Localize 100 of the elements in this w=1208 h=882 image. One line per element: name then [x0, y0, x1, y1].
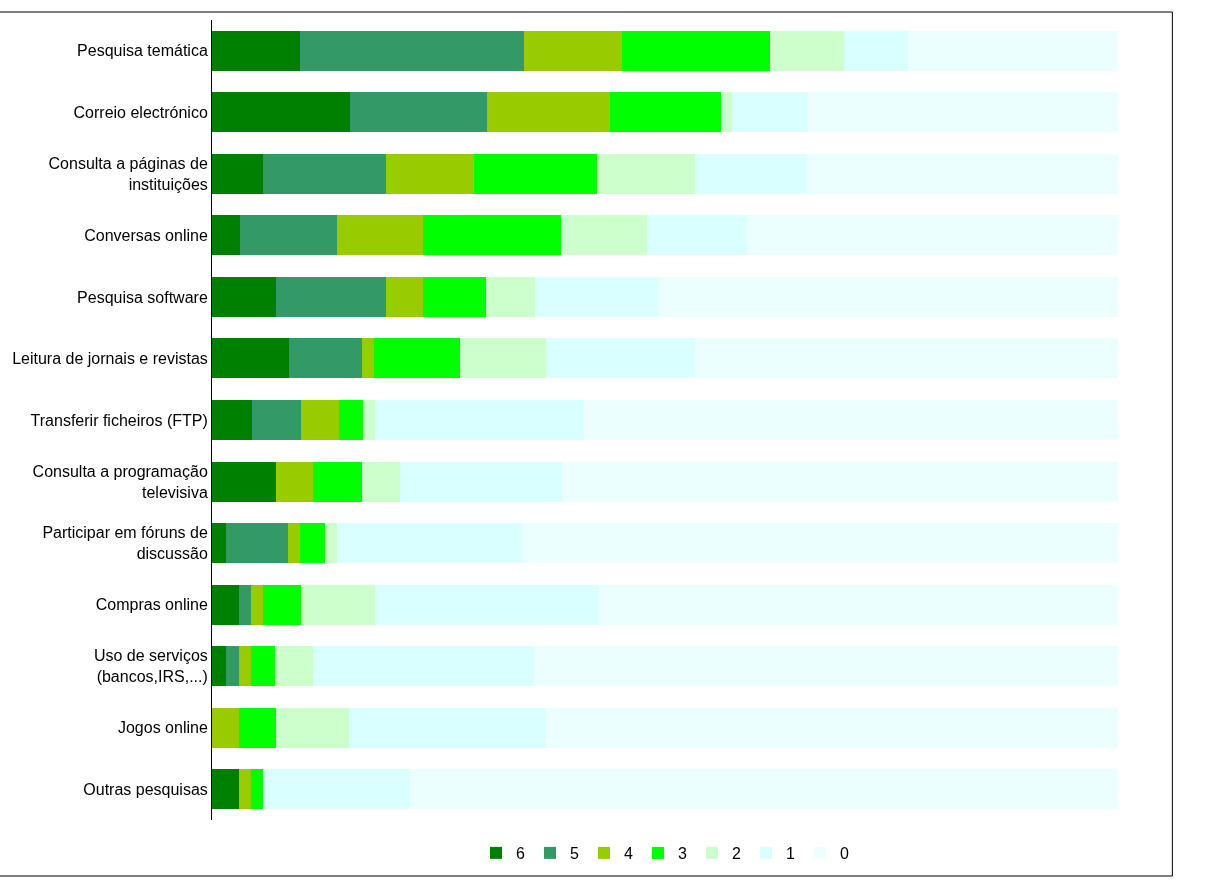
bar: [250, 646, 276, 687]
bar: [533, 646, 1118, 687]
bar: [299, 30, 524, 71]
bar: [473, 153, 598, 194]
bar: [844, 30, 908, 71]
bar: [363, 400, 376, 440]
legend-label: 0: [840, 845, 849, 863]
bar: [375, 400, 585, 440]
y-tick-label: Outras pesquisas: [83, 780, 208, 798]
bar: [299, 523, 326, 564]
legend-label: 1: [786, 845, 795, 863]
bar: [694, 338, 1118, 379]
bar: [250, 769, 263, 810]
bar: [225, 523, 289, 564]
y-tick-label: Correio electrónico: [73, 103, 208, 121]
bar: [385, 276, 424, 317]
bar: [212, 215, 241, 256]
y-tick-label: Consulta a programação televisiva: [32, 462, 208, 501]
bar: [348, 707, 547, 748]
bar: [770, 30, 845, 71]
bar: [522, 523, 1118, 564]
y-tick-label: Jogos online: [117, 719, 208, 737]
bar: [239, 584, 251, 625]
bar: [561, 461, 1118, 502]
bar: [423, 276, 486, 317]
bar: [262, 153, 386, 194]
y-tick-label: Compras online: [95, 596, 208, 614]
bar: [212, 769, 240, 810]
bar: [212, 276, 277, 317]
legend-label: 4: [624, 845, 633, 863]
bar: [598, 584, 1118, 625]
bar: [485, 276, 535, 317]
bar: [239, 646, 251, 687]
y-tick-label: Pesquisa temática: [77, 42, 208, 60]
bar: [262, 584, 301, 625]
y-tick-label: Participar em fóruns de discussão: [42, 524, 208, 563]
bar: [523, 30, 622, 71]
bar: [409, 769, 1118, 810]
legend-label: 3: [678, 845, 687, 863]
bar: [337, 523, 523, 564]
bar: [212, 400, 252, 440]
bar: [338, 400, 364, 440]
legend-label: 2: [732, 845, 741, 863]
bar: [486, 92, 610, 133]
bar: [337, 215, 424, 256]
y-tick-label: Pesquisa software: [77, 288, 208, 306]
bar: [597, 153, 695, 194]
bar: [288, 523, 300, 564]
bar: [262, 769, 410, 810]
bar: [212, 523, 226, 564]
bar: [460, 338, 547, 379]
legend-label: 6: [516, 845, 525, 863]
bar: [250, 584, 263, 625]
bar: [807, 153, 1118, 194]
y-tick-label: Conversas online: [84, 226, 208, 244]
bar: [212, 153, 263, 194]
bar: [609, 92, 722, 133]
bar: [275, 646, 314, 687]
bar: [239, 707, 277, 748]
bar: [747, 215, 1118, 256]
bar: [423, 215, 561, 256]
bar: [694, 153, 808, 194]
bar: [721, 92, 733, 133]
y-tick-label: Consulta a páginas de instituições: [48, 155, 208, 193]
bar: [300, 584, 376, 625]
bar: [808, 92, 1118, 133]
bar: [240, 215, 338, 256]
bar: [276, 276, 386, 317]
bar: [251, 400, 301, 440]
bar: [385, 153, 474, 194]
bar: [349, 92, 487, 133]
bar: [400, 461, 562, 502]
bar: [546, 338, 695, 379]
bar: [374, 338, 461, 379]
bar: [362, 338, 375, 379]
bar: [584, 400, 1118, 440]
legend-label: 5: [570, 845, 579, 863]
y-tick-label: Leitura de jornais e revistas: [12, 350, 208, 368]
bar: [289, 338, 363, 379]
bar: [375, 584, 599, 625]
y-tick-label: Transferir ficheiros (FTP): [30, 411, 208, 429]
bar: [325, 523, 338, 564]
y-tick-label: Uso de serviços (bancos,IRS,...): [93, 647, 208, 686]
bar: [560, 215, 647, 256]
bar: [225, 646, 240, 687]
bar: [212, 338, 290, 379]
bar: [212, 92, 350, 133]
bar: [646, 215, 748, 256]
bar: [212, 30, 300, 71]
bar: [300, 400, 339, 440]
bar: [534, 276, 659, 317]
bar: [362, 461, 401, 502]
bar: [212, 461, 277, 502]
bar: [546, 707, 1118, 748]
bar: [313, 646, 534, 687]
bar: [658, 276, 1118, 317]
bar: [212, 707, 240, 748]
bar: [276, 461, 314, 502]
bar: [212, 646, 226, 687]
bar: [907, 30, 1118, 71]
